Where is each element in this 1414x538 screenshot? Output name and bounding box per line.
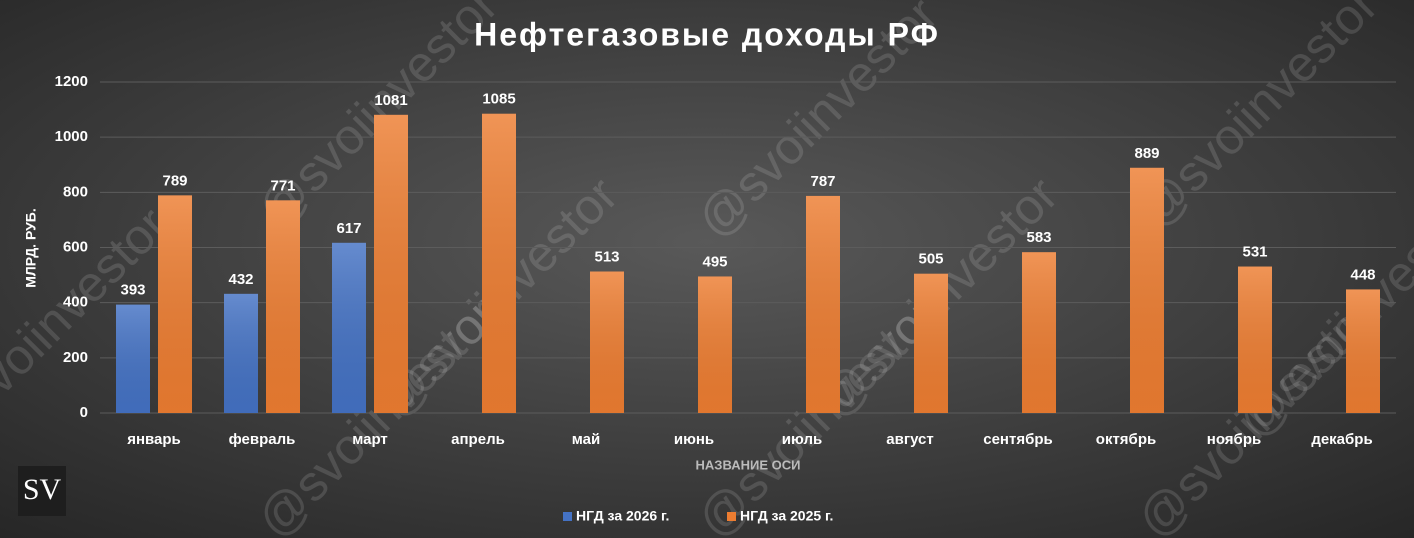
bar-shade [266, 200, 300, 413]
x-tick-label: октябрь [1096, 431, 1156, 448]
value-label: 889 [1134, 145, 1159, 162]
x-tick-label: май [572, 431, 600, 448]
legend-label: НГД за 2025 г. [740, 508, 833, 524]
bar-shade [806, 195, 840, 413]
y-axis-label: МЛРД. РУБ. [23, 208, 39, 288]
value-label: 505 [918, 251, 943, 268]
y-tick-label: 400 [63, 294, 88, 311]
value-label: 393 [120, 282, 145, 299]
x-tick-label: август [886, 431, 933, 448]
value-label: 789 [162, 172, 187, 189]
x-tick-label: январь [127, 431, 181, 448]
x-tick-label: июль [782, 431, 822, 448]
bar-shade [116, 304, 150, 413]
bar-shade [698, 276, 732, 413]
value-label: 617 [336, 220, 361, 237]
y-tick-label: 1000 [55, 128, 88, 145]
x-axis-label: НАЗВАНИЕ ОСИ [696, 457, 801, 472]
legend-label: НГД за 2026 г. [576, 508, 669, 524]
y-tick-label: 0 [80, 404, 88, 421]
value-label: 531 [1242, 244, 1267, 261]
value-label: 432 [228, 271, 253, 288]
y-tick-label: 600 [63, 238, 88, 255]
x-tick-label: декабрь [1311, 431, 1372, 448]
value-label: 1085 [482, 91, 515, 108]
bar-shade [1022, 252, 1056, 413]
bar-shade [1130, 167, 1164, 413]
legend-swatch [727, 512, 736, 521]
value-label: 513 [594, 248, 619, 265]
chart-title: Нефтегазовые доходы РФ [474, 16, 940, 52]
bar-shade [332, 242, 366, 413]
bar-shade [158, 195, 192, 413]
value-label: 787 [810, 173, 835, 190]
value-label: 1081 [374, 92, 407, 109]
value-label: 771 [270, 177, 295, 194]
x-tick-label: март [352, 431, 388, 448]
bar-shade [482, 113, 516, 414]
bar-shade [224, 293, 258, 413]
logo-box [18, 466, 66, 516]
x-tick-label: июнь [674, 431, 714, 448]
x-tick-label: сентябрь [983, 431, 1053, 448]
legend-swatch [563, 512, 572, 521]
value-label: 448 [1350, 266, 1375, 283]
bar-shade [590, 271, 624, 413]
x-tick-label: ноябрь [1207, 431, 1261, 448]
bar-shade [1238, 266, 1272, 413]
x-tick-label: февраль [229, 431, 296, 448]
value-label: 583 [1026, 229, 1051, 246]
x-tick-label: апрель [451, 431, 505, 448]
bar-shade [1346, 289, 1380, 413]
bar-shade [914, 273, 948, 413]
y-tick-label: 1200 [55, 73, 88, 90]
value-label: 495 [702, 253, 727, 270]
logo: SV [23, 473, 62, 506]
y-tick-label: 200 [63, 349, 88, 366]
bar-shade [374, 114, 408, 414]
y-tick-label: 800 [63, 183, 88, 200]
